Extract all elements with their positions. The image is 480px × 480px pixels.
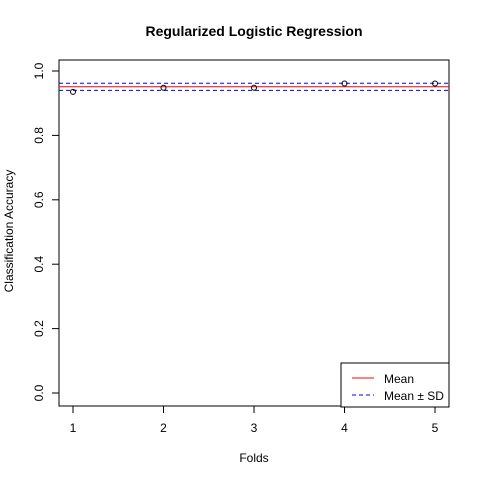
plot-frame <box>58 59 450 407</box>
y-tick-label: 0.8 <box>32 127 46 144</box>
x-tick-label: 3 <box>251 421 258 435</box>
data-point <box>160 84 167 91</box>
mean-lines <box>59 82 449 91</box>
data-points <box>70 80 438 95</box>
legend-mean-label: Mean <box>384 372 414 386</box>
x-tick-label: 2 <box>160 421 167 435</box>
chart-title: Regularized Logistic Regression <box>145 23 362 39</box>
y-tick-label: 0.0 <box>32 384 46 401</box>
y-axis: 0.0 0.2 0.4 0.6 0.8 1.0 <box>32 62 60 401</box>
data-point <box>341 80 348 87</box>
x-axis-label: Folds <box>239 451 268 465</box>
plot-area <box>58 59 450 407</box>
y-tick-label: 0.4 <box>32 256 46 273</box>
x-axis: 1 2 3 4 5 <box>70 405 439 435</box>
x-tick-label: 4 <box>341 421 348 435</box>
data-point <box>70 88 76 95</box>
legend: Mean Mean ± SD <box>340 362 450 408</box>
legend-sd-label: Mean ± SD <box>384 389 444 403</box>
legend-box <box>340 362 450 408</box>
y-tick-label: 0.6 <box>32 191 46 208</box>
data-point <box>251 84 257 91</box>
x-tick-label: 1 <box>70 421 77 435</box>
y-tick-label: 0.2 <box>32 320 46 337</box>
y-axis-label: Classification Accuracy <box>2 170 16 293</box>
data-point <box>432 80 438 87</box>
x-tick-label: 5 <box>432 421 439 435</box>
y-tick-label: 1.0 <box>32 62 46 79</box>
